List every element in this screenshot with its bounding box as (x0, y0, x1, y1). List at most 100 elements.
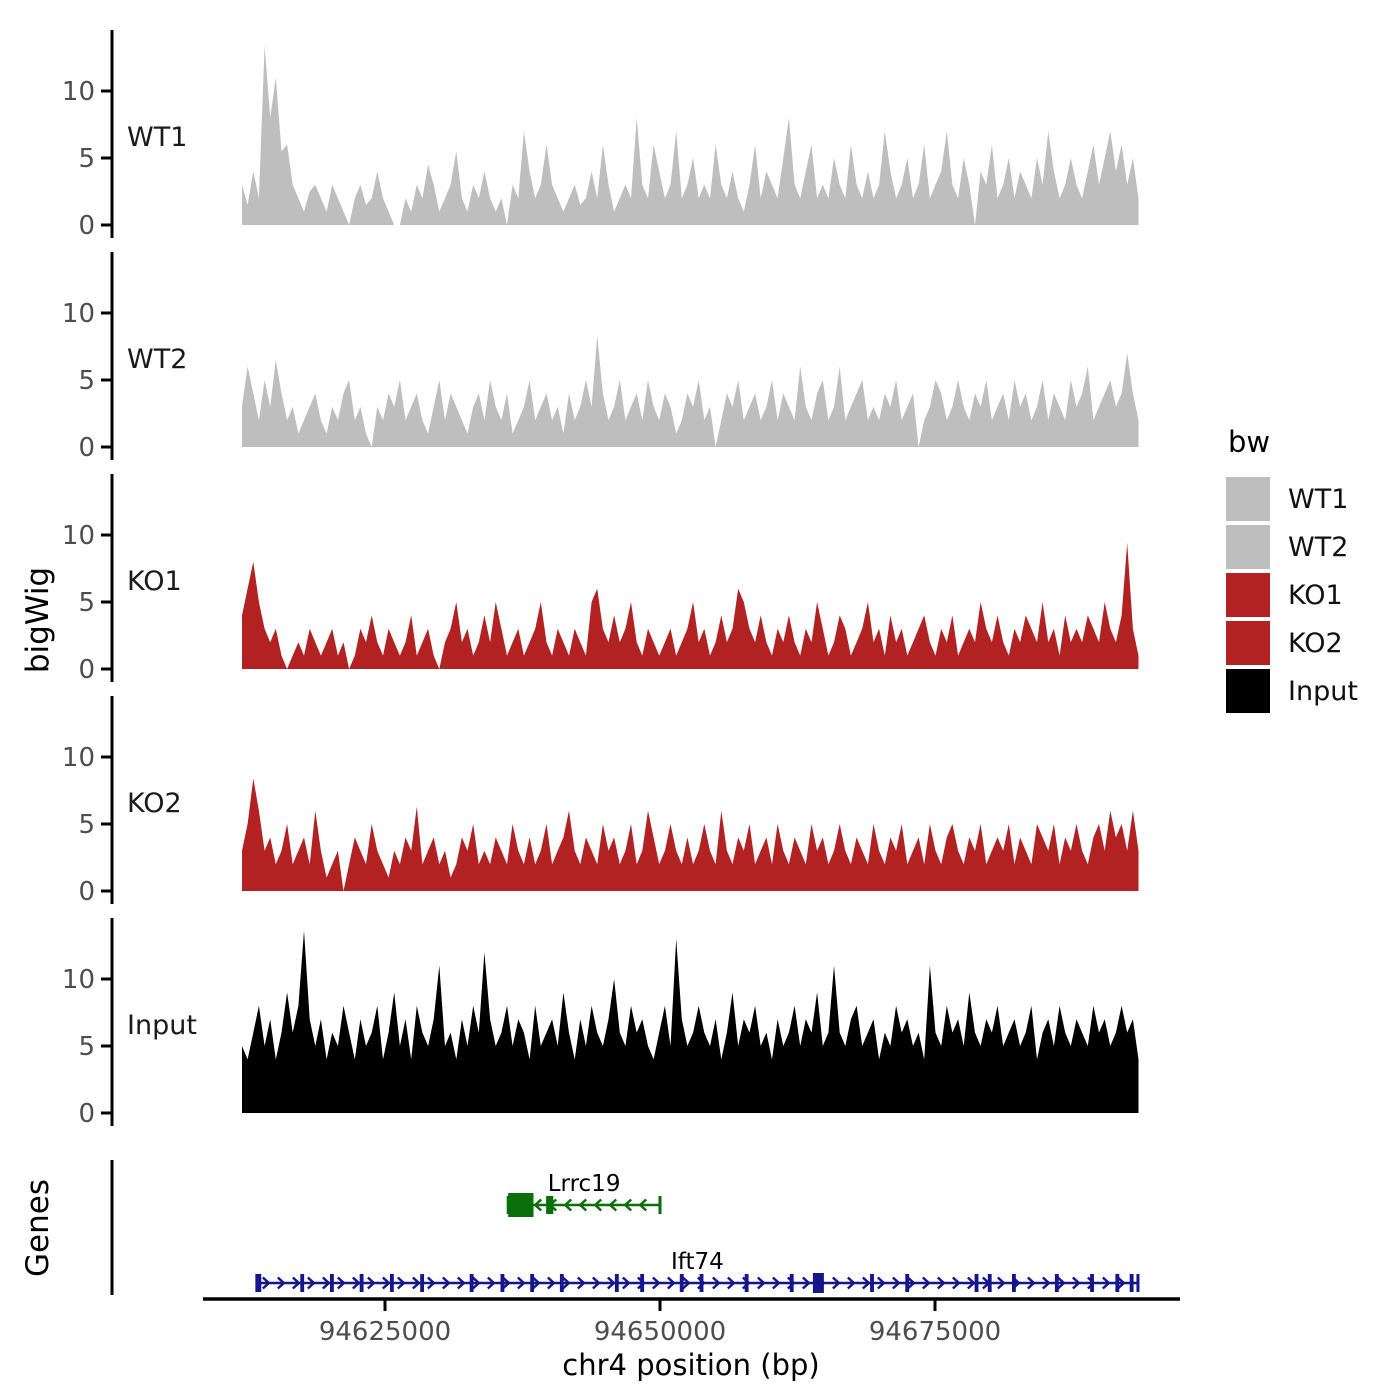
y-tick-label: 0 (78, 211, 95, 241)
gene-exon-ift74 (420, 1274, 425, 1292)
coverage-area-ko2 (242, 778, 1139, 891)
gene-exon-ift74 (789, 1274, 794, 1292)
gene-exon-ift74 (300, 1274, 305, 1292)
strand-arrow-left-icon (533, 1198, 543, 1212)
strand-arrow-right-icon (847, 1276, 856, 1290)
strand-arrow-left-icon (518, 1198, 528, 1212)
strand-arrow-left-icon (578, 1198, 588, 1212)
strand-arrow-right-icon (367, 1276, 376, 1290)
strand-arrow-right-icon (472, 1276, 481, 1290)
strand-arrow-right-icon (532, 1276, 541, 1290)
coverage-area-ko1 (242, 543, 1139, 669)
gene-exon-ift74 (614, 1274, 619, 1292)
strand-arrow-right-icon (277, 1276, 286, 1290)
y-tick-label: 5 (78, 366, 95, 396)
strand-arrow-right-icon (727, 1276, 736, 1290)
legend-swatch (1226, 477, 1270, 521)
strand-arrow-left-icon (548, 1198, 558, 1212)
strand-arrow-right-icon (667, 1276, 676, 1290)
strand-arrow-right-icon (382, 1276, 391, 1290)
legend-item-ko1: KO1 (1226, 573, 1358, 617)
strand-arrow-left-icon (563, 1198, 573, 1212)
strand-arrow-right-icon (487, 1276, 496, 1290)
track-label-input: Input (127, 1010, 197, 1041)
gene-exon-ift74 (905, 1274, 910, 1292)
gene-exon-ift74 (744, 1274, 749, 1292)
gene-exon-ift74 (974, 1274, 979, 1292)
strand-arrow-right-icon (892, 1276, 901, 1290)
strand-arrow-right-icon (697, 1276, 706, 1290)
track-label-wt1: WT1 (127, 122, 187, 153)
strand-arrow-right-icon (1102, 1276, 1111, 1290)
strand-arrow-right-icon (457, 1276, 466, 1290)
strand-arrow-right-icon (1087, 1276, 1096, 1290)
strand-arrow-right-icon (427, 1276, 436, 1290)
strand-arrow-right-icon (1057, 1276, 1066, 1290)
y-tick-label: 5 (78, 810, 95, 840)
y-tick-label: 5 (78, 1032, 95, 1062)
legend-item-input: Input (1226, 669, 1358, 713)
strand-arrow-right-icon (652, 1276, 661, 1290)
legend-swatch (1226, 525, 1270, 569)
track-label-ko1: KO1 (127, 566, 182, 597)
gene-exon-ift74 (1115, 1274, 1120, 1292)
strand-arrow-right-icon (547, 1276, 556, 1290)
strand-arrow-right-icon (352, 1276, 361, 1290)
strand-arrow-right-icon (1072, 1276, 1081, 1290)
gene-label-ift74: Ift74 (671, 1249, 724, 1275)
legend-swatch (1226, 573, 1270, 617)
y-tick-label: 0 (78, 1099, 95, 1129)
legend-label: Input (1288, 675, 1358, 707)
strand-arrow-right-icon (1012, 1276, 1021, 1290)
gene-exon-ift74 (389, 1274, 394, 1292)
gene-exon-ift74 (256, 1274, 262, 1292)
strand-arrow-left-icon (638, 1198, 648, 1212)
strand-arrow-right-icon (307, 1276, 316, 1290)
legend-swatch (1226, 669, 1270, 713)
strand-arrow-right-icon (937, 1276, 946, 1290)
strand-arrow-right-icon (1117, 1276, 1126, 1290)
y-tick-label: 10 (62, 965, 95, 995)
strand-arrow-right-icon (832, 1276, 841, 1290)
strand-arrow-right-icon (907, 1276, 916, 1290)
strand-arrow-right-icon (1042, 1276, 1051, 1290)
strand-arrow-right-icon (262, 1276, 271, 1290)
strand-arrow-right-icon (742, 1276, 751, 1290)
strand-arrow-right-icon (562, 1276, 571, 1290)
strand-arrow-right-icon (802, 1276, 811, 1290)
coverage-area-wt1 (242, 45, 1139, 226)
strand-arrow-right-icon (952, 1276, 961, 1290)
strand-arrow-right-icon (997, 1276, 1006, 1290)
y-tick-label: 0 (78, 433, 95, 463)
strand-arrow-left-icon (593, 1198, 603, 1212)
strand-arrow-right-icon (967, 1276, 976, 1290)
y-tick-label: 10 (62, 299, 95, 329)
strand-arrow-right-icon (772, 1276, 781, 1290)
strand-arrow-right-icon (817, 1276, 826, 1290)
y-tick-label: 10 (62, 77, 95, 107)
y-axis-label-genes: Genes (20, 1179, 56, 1277)
legend-label: WT1 (1288, 483, 1349, 515)
legend-title: bw (1228, 425, 1271, 459)
track-label-wt2: WT2 (127, 344, 187, 375)
track-label-ko2: KO2 (127, 788, 182, 819)
strand-arrow-right-icon (577, 1276, 586, 1290)
x-tick-label: 94650000 (594, 1317, 726, 1347)
legend-item-wt1: WT1 (1226, 477, 1358, 521)
gene-exon-ift74 (679, 1274, 684, 1292)
legend-item-wt2: WT2 (1226, 525, 1358, 569)
legend: bw WT1 WT2 KO1 KO2 Input (1226, 425, 1358, 717)
y-tick-label: 10 (62, 743, 95, 773)
coverage-area-input (242, 930, 1139, 1113)
x-tick-label: 94675000 (869, 1317, 1001, 1347)
gene-exon-ift74 (1129, 1274, 1134, 1292)
gene-exon-ift74 (1054, 1274, 1059, 1292)
legend-label: WT2 (1288, 531, 1349, 563)
strand-arrow-right-icon (1027, 1276, 1036, 1290)
y-tick-label: 0 (78, 877, 95, 907)
strand-arrow-right-icon (607, 1276, 616, 1290)
strand-arrow-right-icon (682, 1276, 691, 1290)
gene-exon-ift74 (469, 1274, 474, 1292)
strand-arrow-right-icon (442, 1276, 451, 1290)
